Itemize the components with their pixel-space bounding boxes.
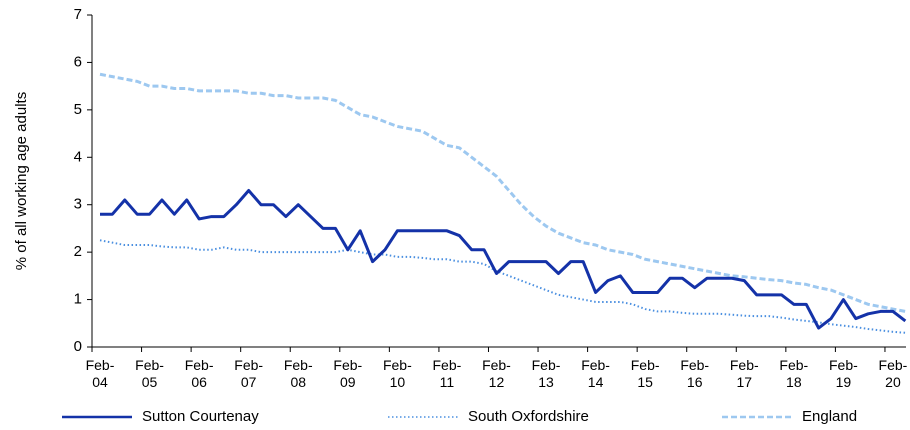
legend-label: England xyxy=(802,408,858,425)
x-tick-label: Feb-13 xyxy=(531,357,561,390)
x-tick-label: Feb-10 xyxy=(382,357,412,390)
y-tick-label: 1 xyxy=(74,291,82,308)
x-tick-label: Feb-05 xyxy=(135,357,164,390)
y-tick-label: 7 xyxy=(74,6,82,23)
y-tick-label: 6 xyxy=(74,53,82,70)
series-line xyxy=(100,188,907,330)
x-tick-label: Feb-06 xyxy=(184,357,214,390)
x-tick-label: Feb-07 xyxy=(234,357,264,390)
x-tick-label: Feb-12 xyxy=(482,357,511,390)
legend-label: Sutton Courtenay xyxy=(142,408,259,425)
x-tick-label: Feb-18 xyxy=(779,357,809,390)
x-tick-label: Feb-15 xyxy=(630,357,660,390)
x-tick-label: Feb-08 xyxy=(283,357,313,390)
y-tick-label: 0 xyxy=(74,338,82,355)
x-tick-label: Feb-11 xyxy=(432,357,462,390)
y-tick-label: 5 xyxy=(74,101,82,118)
x-tick-label: Feb-16 xyxy=(680,357,710,390)
x-tick-label: Feb-14 xyxy=(581,357,610,390)
x-tick-label: Feb-17 xyxy=(729,357,759,390)
series-line xyxy=(99,239,906,334)
legend-label: South Oxfordshire xyxy=(468,408,589,425)
y-tick-label: 3 xyxy=(74,196,82,213)
series-line xyxy=(99,72,906,313)
x-tick-label: Feb-19 xyxy=(828,357,858,390)
x-tick-label: Feb-09 xyxy=(333,357,363,390)
y-tick-label: 4 xyxy=(74,148,82,165)
x-tick-label: Feb-20 xyxy=(878,357,908,390)
y-tick-label: 2 xyxy=(74,243,82,260)
x-tick-label: Feb-04 xyxy=(85,357,115,390)
y-axis-label: % of all working age adults xyxy=(13,92,30,270)
